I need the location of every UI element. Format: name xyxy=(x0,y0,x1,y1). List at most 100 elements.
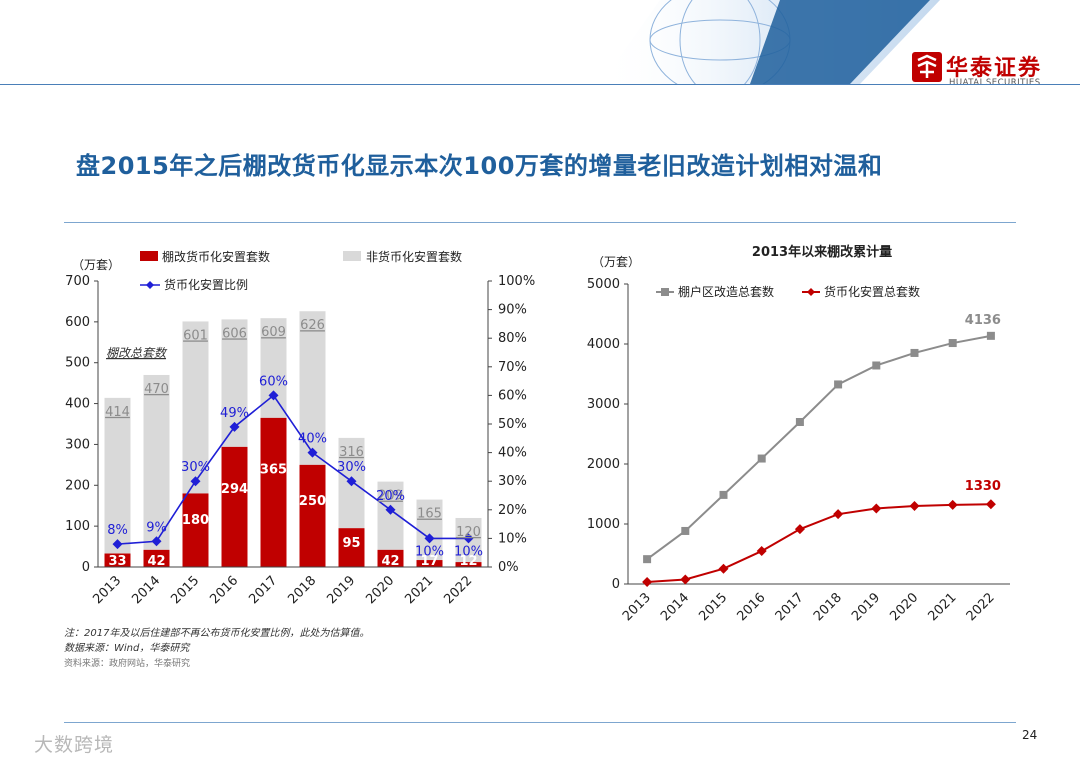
x-tick-label: 2019 xyxy=(324,573,358,607)
total-label: 316 xyxy=(339,445,364,460)
monetized-label: 365 xyxy=(260,463,287,478)
brand-logo-icon xyxy=(912,52,942,82)
bar-monetized xyxy=(377,549,404,567)
total-label: 414 xyxy=(105,405,130,420)
right-x-tick-label: 2014 xyxy=(658,590,692,624)
y2-tick-label: 100% xyxy=(498,274,535,289)
ratio-label: 9% xyxy=(146,520,167,535)
total-series-point xyxy=(681,526,690,535)
x-tick-label: 2016 xyxy=(207,573,241,607)
right-chart-title: 2013年以来棚改累计量 xyxy=(752,244,892,260)
monetized-series-point xyxy=(947,499,958,510)
total-series-point xyxy=(795,418,804,426)
total-label: 606 xyxy=(222,326,247,341)
y2-tick-label: 90% xyxy=(498,303,527,318)
x-tick-label: 2020 xyxy=(363,573,397,607)
legend-label-ratio: 货币化安置比例 xyxy=(164,277,248,292)
ratio-point xyxy=(307,447,318,458)
right-x-tick-label: 2013 xyxy=(620,590,654,624)
brand-logo-subtitle: HUATAI SECURITIES xyxy=(949,78,1041,88)
ratio-label: 49% xyxy=(220,406,249,421)
monetized-label: 95 xyxy=(342,536,360,551)
legend-swatch-non-monetized xyxy=(343,251,361,261)
legend-label-monetized-total: 货币化安置总套数 xyxy=(824,284,920,299)
right-x-tick-label: 2017 xyxy=(773,590,807,624)
total-series-line xyxy=(646,334,992,560)
y2-tick-label: 70% xyxy=(498,360,527,375)
bar-monetized xyxy=(338,528,365,567)
total-label: 470 xyxy=(144,382,169,397)
total-label: 609 xyxy=(261,325,286,340)
x-tick-label: 2017 xyxy=(246,573,280,607)
x-tick-label: 2022 xyxy=(441,573,475,607)
ratio-label: 30% xyxy=(337,460,366,475)
monetized-series-point xyxy=(794,524,805,535)
total-series-point xyxy=(643,555,652,564)
legend-marker-total xyxy=(661,288,669,296)
y-tick-label: 600 xyxy=(65,315,90,330)
bar-non-monetized xyxy=(260,318,287,418)
monetized-label: 33 xyxy=(108,554,126,569)
monetized-series-point xyxy=(871,503,882,514)
total-label: 601 xyxy=(183,328,208,343)
y2-tick-label: 80% xyxy=(498,331,527,346)
page-number: 24 xyxy=(1022,728,1038,742)
bar-monetized xyxy=(299,464,326,567)
monetized-label: 42 xyxy=(381,554,399,569)
right-x-tick-label: 2022 xyxy=(964,590,998,624)
footnote: 注：2017年及以后住建部不再公布货币化安置比例，此处为估算值。 xyxy=(64,628,370,639)
ratio-label: 20% xyxy=(376,489,405,504)
total-series-point xyxy=(719,490,728,499)
ratio-point xyxy=(229,421,240,432)
watermark: 大数跨境 xyxy=(34,734,115,756)
bar-monetized xyxy=(455,562,482,567)
legend-label-total: 棚户区改造总套数 xyxy=(678,284,774,299)
ratio-label: 10% xyxy=(415,544,444,559)
x-tick-label: 2014 xyxy=(129,573,163,607)
annotation-total-label: 棚改总套数 xyxy=(106,346,168,360)
ratio-point xyxy=(268,390,279,401)
monetized-series-line xyxy=(647,503,991,584)
right-y-tick-label: 3000 xyxy=(587,397,620,412)
ratio-label: 30% xyxy=(181,460,210,475)
ratio-label: 8% xyxy=(107,523,128,538)
legend-marker-ratio xyxy=(146,281,154,289)
bar-non-monetized xyxy=(104,397,131,554)
ratio-point xyxy=(385,504,396,515)
right-x-tick-label: 2018 xyxy=(811,590,845,624)
legend-swatch-monetized xyxy=(140,251,158,261)
ratio-label: 10% xyxy=(454,544,483,559)
y-tick-label: 0 xyxy=(82,560,90,575)
bar-monetized xyxy=(416,560,443,567)
x-tick-label: 2015 xyxy=(168,573,202,607)
right-y-tick-label: 2000 xyxy=(587,457,620,472)
y-tick-label: 400 xyxy=(65,397,90,412)
monetized-series-point xyxy=(909,500,920,511)
right-y-tick-label: 0 xyxy=(612,577,620,592)
brand-logo-text: 华泰证券 xyxy=(946,56,1043,81)
x-tick-label: 2013 xyxy=(90,573,124,607)
y2-tick-label: 60% xyxy=(498,388,527,403)
ratio-point xyxy=(463,533,474,544)
monetized-label: 42 xyxy=(147,554,165,569)
y-tick-label: 200 xyxy=(65,478,90,493)
right-y-tick-label: 5000 xyxy=(587,277,620,292)
monetized-series-point xyxy=(718,563,729,574)
right-x-tick-label: 2016 xyxy=(735,590,769,624)
legend-label-monetized: 棚改货币化安置套数 xyxy=(162,249,270,264)
total-label: 165 xyxy=(417,507,442,522)
legend-label-non-monetized: 非货币化安置套数 xyxy=(366,249,462,264)
y2-tick-label: 50% xyxy=(498,417,527,432)
right-x-tick-label: 2021 xyxy=(926,590,960,624)
y-tick-label: 100 xyxy=(65,519,90,534)
y2-tick-label: 10% xyxy=(498,531,527,546)
y-tick-label: 300 xyxy=(65,437,90,452)
monetized-label: 250 xyxy=(299,494,326,509)
total-series-point xyxy=(834,380,843,389)
legend-marker-monetized-total xyxy=(807,288,815,296)
monetized-series-point xyxy=(985,499,996,510)
total-series-point xyxy=(757,454,766,463)
bar-non-monetized xyxy=(416,499,443,561)
ratio-point xyxy=(424,533,435,544)
bar-monetized xyxy=(143,549,170,567)
